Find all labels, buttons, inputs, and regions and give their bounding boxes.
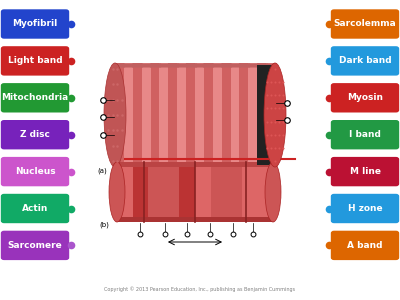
Polygon shape xyxy=(117,162,133,222)
FancyBboxPatch shape xyxy=(331,83,399,112)
FancyBboxPatch shape xyxy=(331,9,399,39)
Polygon shape xyxy=(222,63,230,167)
Polygon shape xyxy=(204,63,213,167)
Text: A band: A band xyxy=(347,241,383,250)
Text: Z disc: Z disc xyxy=(20,130,50,139)
Polygon shape xyxy=(150,63,160,167)
Polygon shape xyxy=(115,63,124,167)
Polygon shape xyxy=(257,65,277,165)
Polygon shape xyxy=(179,162,195,222)
Text: I band: I band xyxy=(349,130,381,139)
Polygon shape xyxy=(142,63,150,167)
Polygon shape xyxy=(266,63,275,167)
Text: Myofibril: Myofibril xyxy=(12,20,58,28)
FancyBboxPatch shape xyxy=(1,9,69,39)
Polygon shape xyxy=(248,63,257,167)
Polygon shape xyxy=(240,63,248,167)
FancyBboxPatch shape xyxy=(1,194,69,223)
FancyBboxPatch shape xyxy=(1,231,69,260)
FancyBboxPatch shape xyxy=(331,194,399,223)
Ellipse shape xyxy=(264,63,286,167)
Polygon shape xyxy=(210,162,226,222)
FancyBboxPatch shape xyxy=(331,46,399,76)
Text: Myosin: Myosin xyxy=(347,93,383,102)
Polygon shape xyxy=(257,63,266,167)
FancyBboxPatch shape xyxy=(1,83,69,112)
Text: Copyright © 2013 Pearson Education, Inc., publishing as Benjamin Cummings: Copyright © 2013 Pearson Education, Inc.… xyxy=(104,286,296,292)
Polygon shape xyxy=(258,162,273,222)
Text: Dark band: Dark band xyxy=(339,56,391,65)
Polygon shape xyxy=(186,63,195,167)
Polygon shape xyxy=(230,63,240,167)
FancyBboxPatch shape xyxy=(1,120,69,149)
Text: (b): (b) xyxy=(99,222,109,229)
Ellipse shape xyxy=(104,63,126,167)
Polygon shape xyxy=(177,63,186,167)
Ellipse shape xyxy=(109,162,125,222)
Text: Actin: Actin xyxy=(22,204,48,213)
Text: H zone: H zone xyxy=(348,204,382,213)
Polygon shape xyxy=(195,63,204,167)
Polygon shape xyxy=(148,162,164,222)
FancyBboxPatch shape xyxy=(331,120,399,149)
Polygon shape xyxy=(195,162,210,222)
Text: Light band: Light band xyxy=(8,56,62,65)
Polygon shape xyxy=(115,63,275,167)
FancyBboxPatch shape xyxy=(1,157,69,186)
Polygon shape xyxy=(117,162,273,222)
Polygon shape xyxy=(226,162,242,222)
Polygon shape xyxy=(242,162,258,222)
Ellipse shape xyxy=(265,162,281,222)
Text: Sarcolemma: Sarcolemma xyxy=(334,20,396,28)
Polygon shape xyxy=(160,63,168,167)
Text: Nucleus: Nucleus xyxy=(15,167,55,176)
Text: M line: M line xyxy=(350,167,380,176)
FancyBboxPatch shape xyxy=(331,157,399,186)
Polygon shape xyxy=(213,63,222,167)
Text: Mitochondria: Mitochondria xyxy=(1,93,69,102)
FancyBboxPatch shape xyxy=(331,231,399,260)
Polygon shape xyxy=(164,162,179,222)
Polygon shape xyxy=(133,162,148,222)
Polygon shape xyxy=(124,63,133,167)
Text: (a): (a) xyxy=(97,167,107,173)
Text: Sarcomere: Sarcomere xyxy=(8,241,62,250)
Polygon shape xyxy=(168,63,177,167)
Polygon shape xyxy=(133,63,142,167)
FancyBboxPatch shape xyxy=(1,46,69,76)
